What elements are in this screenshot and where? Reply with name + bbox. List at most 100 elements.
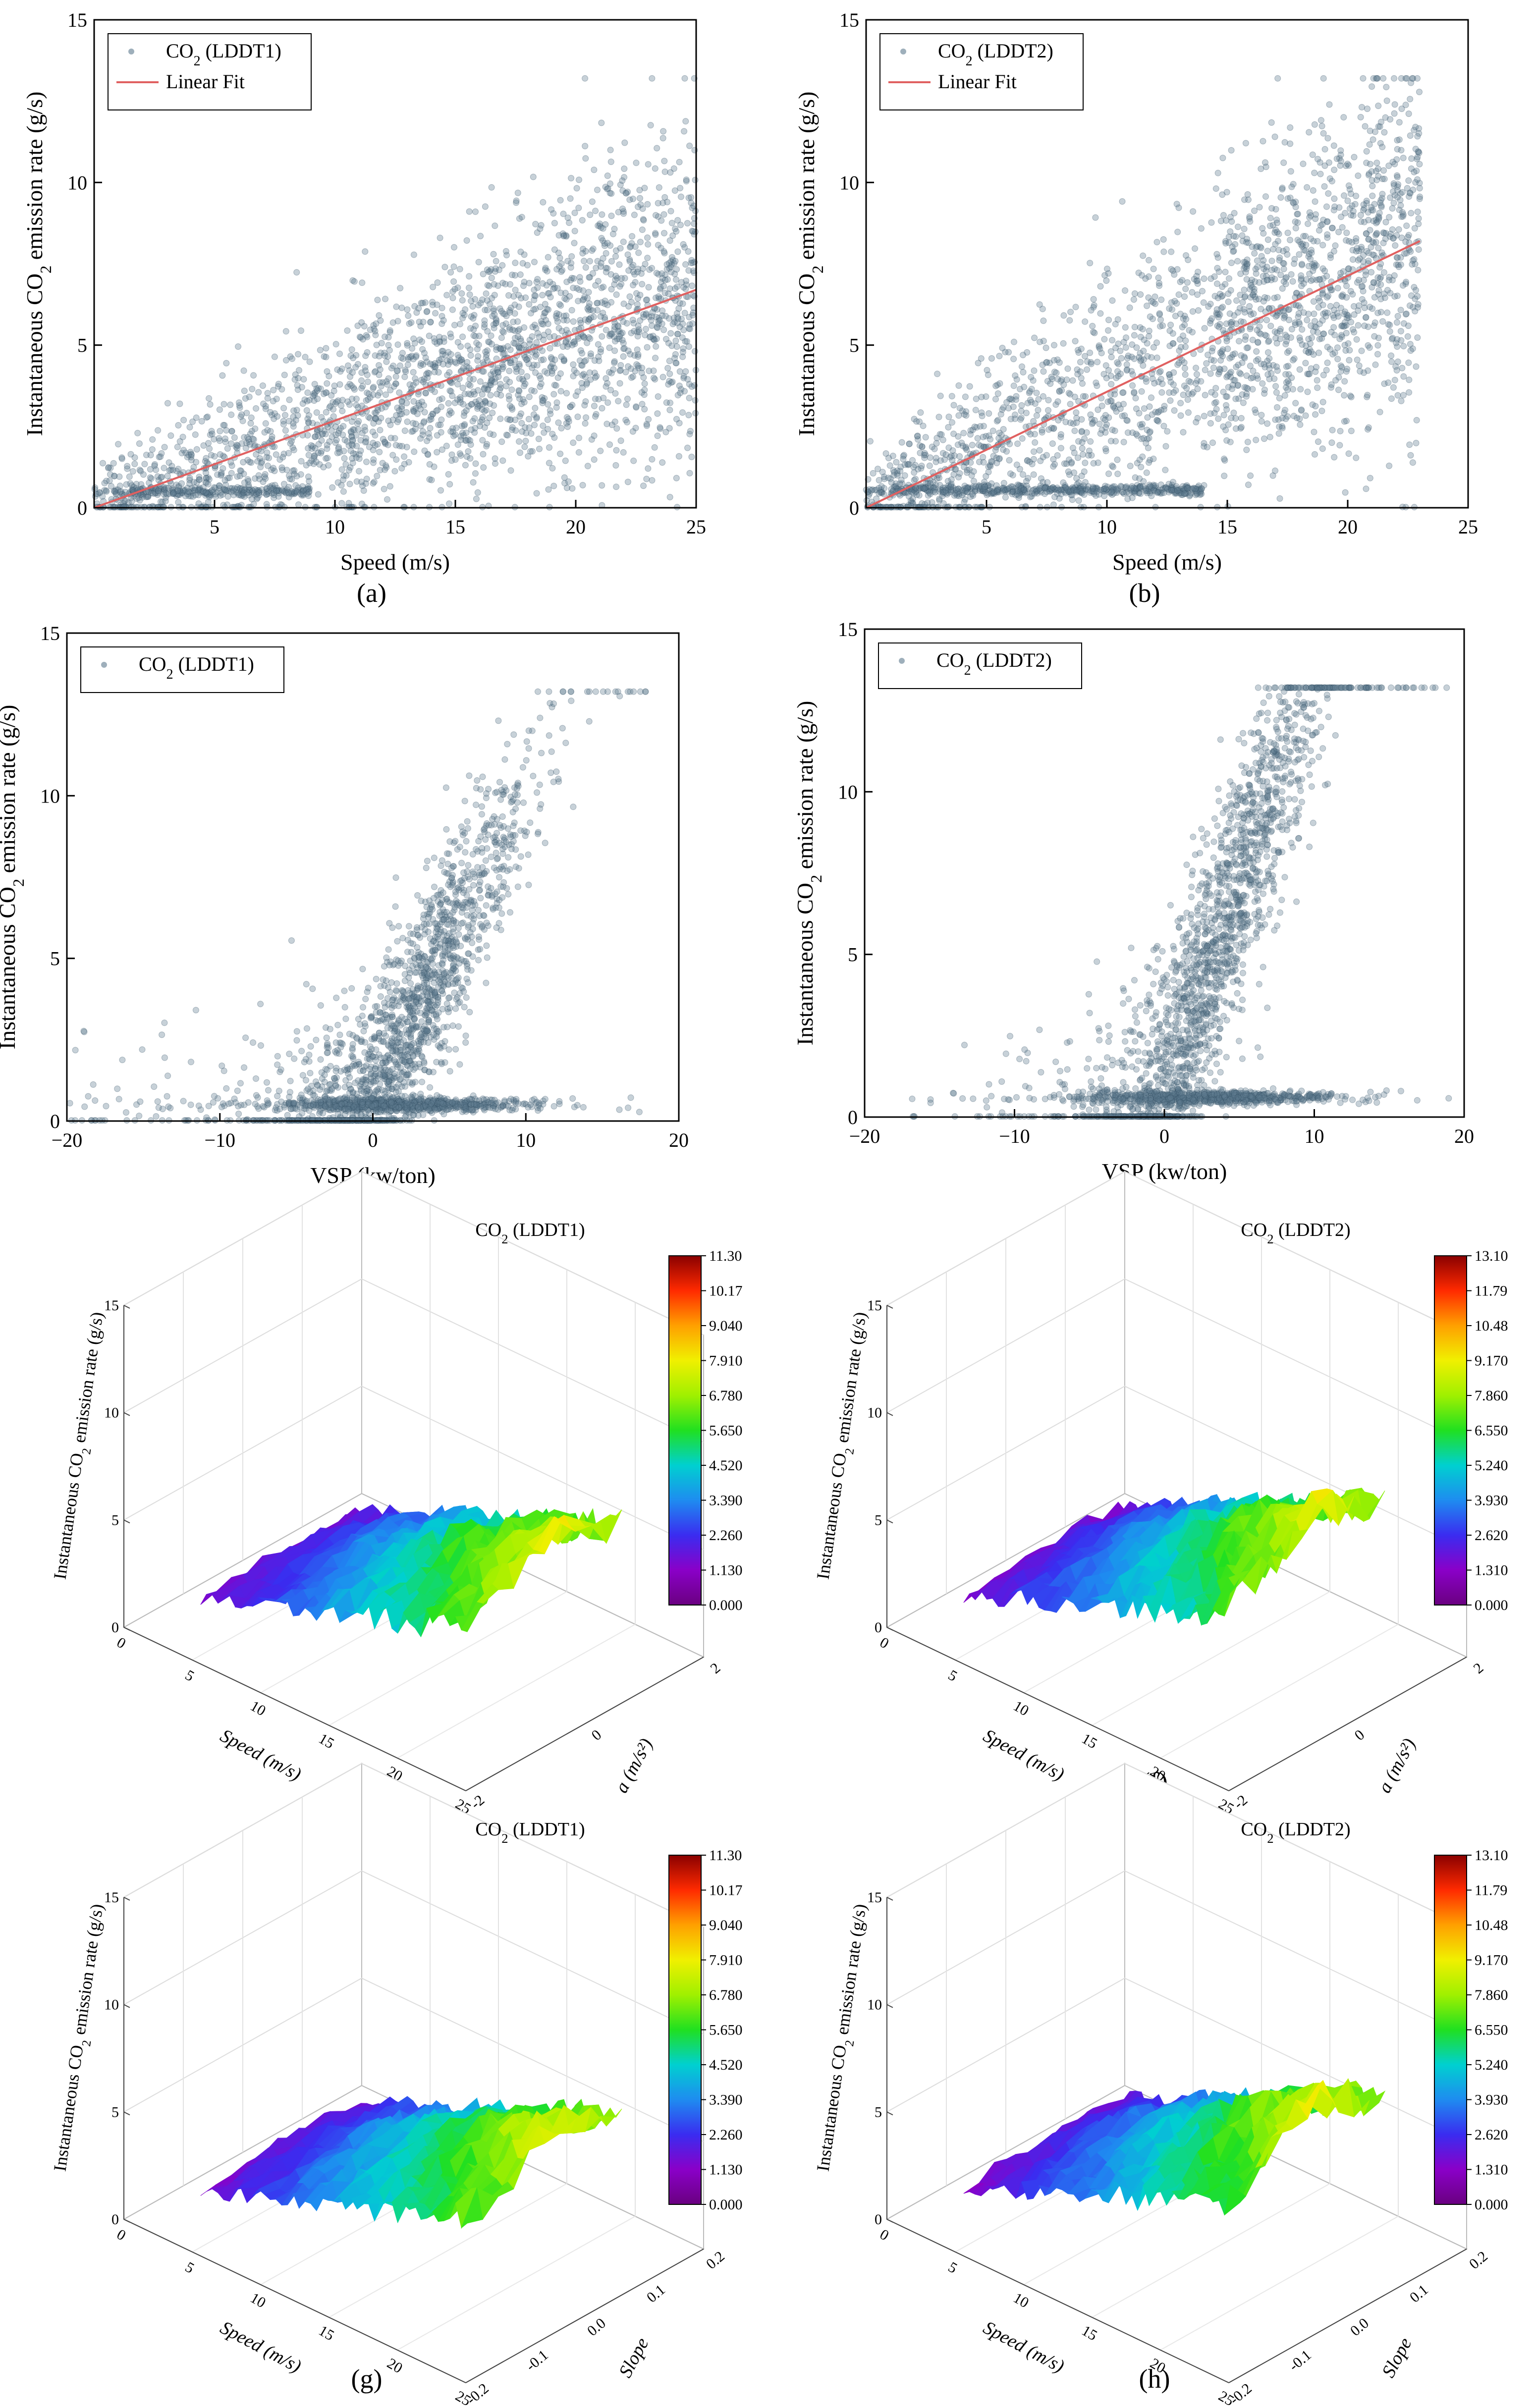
data-point <box>1416 215 1422 221</box>
data-point <box>115 441 121 447</box>
legend-entry: Linear Fit <box>166 70 245 93</box>
data-point <box>568 260 574 266</box>
data-point <box>345 363 351 369</box>
data-point <box>633 404 639 410</box>
data-point <box>961 430 967 436</box>
data-point <box>676 159 682 165</box>
data-point <box>685 445 691 451</box>
data-point <box>687 143 693 149</box>
data-point <box>242 395 248 401</box>
data-point <box>1337 442 1343 448</box>
data-point <box>1324 204 1330 210</box>
data-point <box>979 413 985 419</box>
data-point <box>1394 194 1400 200</box>
x-tick-label: 10 <box>325 516 345 538</box>
data-point <box>231 434 237 440</box>
data-point <box>1227 311 1233 317</box>
data-point <box>1090 323 1096 329</box>
data-point <box>1290 278 1296 284</box>
data-point <box>920 423 926 429</box>
data-point <box>1075 455 1081 461</box>
data-point <box>1324 232 1330 238</box>
data-point <box>1019 402 1025 408</box>
data-point <box>572 228 578 234</box>
data-point <box>311 453 317 459</box>
data-point <box>617 380 623 386</box>
data-point <box>370 392 376 398</box>
data-point <box>526 394 532 400</box>
data-point <box>1309 250 1315 256</box>
data-point <box>669 220 675 226</box>
data-point <box>376 313 382 319</box>
data-point <box>1316 439 1321 445</box>
data-point <box>1296 303 1302 309</box>
data-point <box>305 390 311 396</box>
data-point <box>246 436 252 442</box>
data-point <box>458 357 464 363</box>
x-tick-label: 15 <box>445 516 465 538</box>
data-point <box>473 471 479 477</box>
data-point <box>643 312 649 318</box>
data-point <box>1272 417 1278 423</box>
data-point <box>1319 123 1325 129</box>
data-point <box>683 177 689 183</box>
data-point <box>1303 233 1309 239</box>
data-point <box>606 345 612 351</box>
data-point <box>1119 199 1125 205</box>
data-point <box>1141 435 1147 441</box>
data-point <box>489 341 495 347</box>
data-point <box>536 436 542 442</box>
data-point <box>1398 398 1404 404</box>
data-point <box>1372 320 1378 325</box>
data-point <box>562 458 568 464</box>
data-point <box>1260 138 1266 144</box>
data-point <box>307 460 313 466</box>
data-point <box>586 304 592 310</box>
data-point <box>491 306 496 312</box>
data-point <box>1289 184 1295 190</box>
data-point <box>337 351 343 357</box>
data-point <box>1280 248 1286 254</box>
data-point <box>1207 411 1213 417</box>
data-point <box>468 325 474 331</box>
data-point <box>1291 200 1297 206</box>
data-point <box>622 140 628 146</box>
data-point <box>1171 408 1177 414</box>
data-point <box>492 456 498 462</box>
data-point <box>458 344 464 350</box>
data-point <box>1202 367 1208 373</box>
data-point <box>1187 492 1193 498</box>
data-point <box>446 501 452 507</box>
data-point <box>654 336 659 342</box>
data-point <box>532 405 538 411</box>
data-point <box>576 435 582 441</box>
data-point <box>359 280 365 286</box>
data-point <box>1131 389 1137 395</box>
panel-label: (a) <box>357 578 386 608</box>
data-point <box>1401 374 1407 379</box>
data-point <box>1171 271 1177 277</box>
data-point <box>1316 336 1322 342</box>
data-point <box>1417 185 1423 191</box>
data-point <box>1342 378 1348 384</box>
data-point <box>591 403 597 409</box>
data-point <box>588 351 594 357</box>
data-point <box>411 336 417 342</box>
data-point <box>1211 358 1217 364</box>
data-point <box>1121 439 1127 445</box>
data-point <box>1408 210 1414 216</box>
data-point <box>1377 124 1383 130</box>
data-point <box>1155 275 1161 281</box>
data-point <box>1221 412 1227 418</box>
data-point <box>650 310 656 316</box>
data-point <box>567 196 573 202</box>
data-point <box>475 404 481 410</box>
data-point <box>524 357 530 363</box>
data-point <box>1399 365 1405 371</box>
data-point <box>1391 200 1397 206</box>
data-point <box>1395 392 1401 398</box>
data-point <box>526 416 532 422</box>
data-point <box>676 306 682 312</box>
data-point <box>975 435 981 441</box>
data-point <box>1151 266 1156 272</box>
